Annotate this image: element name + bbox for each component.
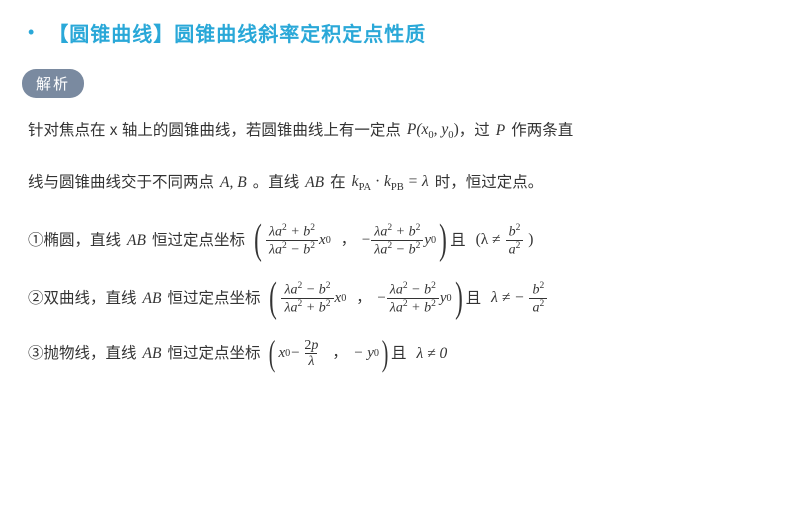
var-P: P (496, 119, 505, 142)
text: 。直线 (253, 171, 300, 194)
hyperbola-condition: λ ≠ − b2 a2 (491, 281, 548, 316)
text: 时，恒过定点。 (435, 171, 544, 194)
parabola-label: ③抛物线，直线 (28, 342, 137, 365)
analysis-badge: 解析 (22, 69, 84, 98)
text: 线与圆锥曲线交于不同两点 (28, 171, 214, 194)
line-AB: AB (305, 171, 324, 194)
intro-line-1: 针对焦点在 x 轴上的圆锥曲线，若圆锥曲线上有一定点 P(x0, y0) ，过 … (28, 118, 774, 144)
text: ，过 (459, 119, 490, 142)
line-AB: AB (127, 229, 146, 252)
text: 在 (330, 171, 346, 194)
fixed-point-label: 恒过定点坐标 (152, 229, 245, 252)
page-title: 【圆锥曲线】圆锥曲线斜率定积定点性质 (48, 18, 426, 47)
parabola-condition: λ ≠ 0 (417, 342, 448, 365)
intro-line-2: 线与圆锥曲线交于不同两点 A, B 。直线 AB 在 kPA · kPB = λ… (28, 170, 774, 196)
parabola-row: ③抛物线，直线 AB 恒过定点坐标 ( x0 − 2p λ ， − y0 ) 且… (28, 337, 774, 369)
ellipse-coord: ( λa2 + b2 λa2 − b2 x0 ， − λa2 + b2 λa2 … (251, 222, 450, 260)
title-bullet: • (28, 22, 34, 43)
hyperbola-coord: ( λa2 − b2 λa2 + b2 x0 ， − λa2 − b2 λa2 … (266, 280, 465, 318)
hyperbola-row: ②双曲线，直线 AB 恒过定点坐标 ( λa2 − b2 λa2 + b2 x0… (28, 280, 774, 318)
slope-product: kPA · kPB = λ (352, 170, 429, 196)
line-AB: AB (143, 342, 162, 365)
pts-AB: A, B (220, 171, 247, 194)
fixed-point-label: 恒过定点坐标 (167, 287, 260, 310)
and: 且 (391, 342, 407, 365)
hyperbola-label: ②双曲线，直线 (28, 287, 137, 310)
text: 作两条直 (511, 119, 573, 142)
point-P: P(x0, y0) (407, 118, 459, 144)
line-AB: AB (143, 287, 162, 310)
fixed-point-label: 恒过定点坐标 (167, 342, 260, 365)
ellipse-row: ①椭圆，直线 AB 恒过定点坐标 ( λa2 + b2 λa2 − b2 x0 … (28, 222, 774, 260)
ellipse-label: ①椭圆，直线 (28, 229, 121, 252)
ellipse-condition: (λ ≠ b2 a2 ) (476, 223, 534, 258)
text: 针对焦点在 x 轴上的圆锥曲线，若圆锥曲线上有一定点 (28, 119, 401, 142)
and: 且 (466, 287, 482, 310)
and: 且 (450, 229, 466, 252)
parabola-coord: ( x0 − 2p λ ， − y0 ) (266, 337, 391, 369)
